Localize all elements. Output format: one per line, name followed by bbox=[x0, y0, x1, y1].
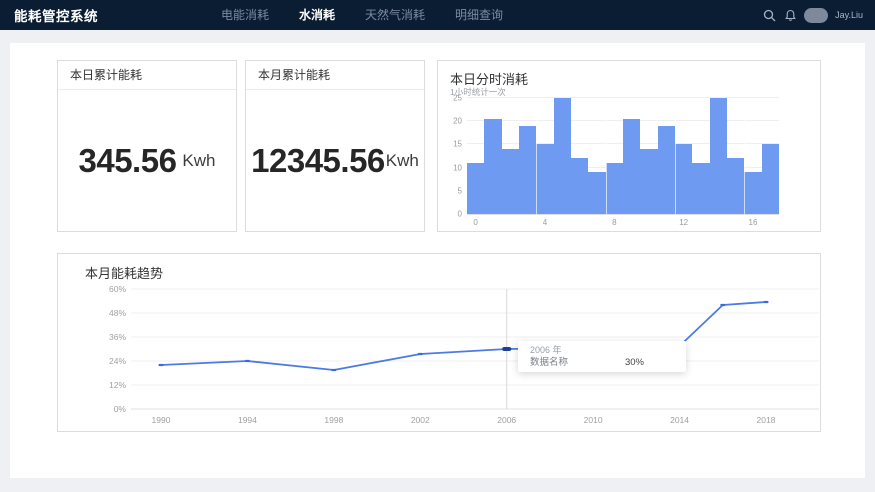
nav-item-detail-query[interactable]: 明细查询 bbox=[455, 8, 504, 22]
avatar[interactable] bbox=[804, 7, 829, 23]
trend-svg bbox=[131, 288, 819, 410]
bar[interactable] bbox=[605, 162, 623, 214]
today-energy-value-wrap: 345.56 Kwh bbox=[58, 90, 236, 232]
nav-menu: 电能消耗 水消耗 天然气消耗 明细查询 bbox=[206, 0, 518, 30]
hourly-bar-chart[interactable] bbox=[467, 97, 779, 215]
hourly-bars bbox=[467, 98, 779, 214]
search-icon[interactable] bbox=[762, 8, 776, 22]
chart-tooltip: 2006 年 数据名称 30% bbox=[518, 341, 686, 372]
bar[interactable] bbox=[761, 144, 779, 214]
hourly-chart-subtitle: 1小时统计一次 bbox=[450, 87, 506, 97]
hourly-ylabels: 0 5 10 15 20 25 bbox=[453, 93, 462, 219]
bar[interactable] bbox=[709, 98, 727, 214]
month-energy-unit: Kwh bbox=[385, 151, 419, 170]
bar[interactable] bbox=[622, 118, 641, 214]
app-title: 能耗管控系统 bbox=[14, 9, 98, 24]
hourly-consumption-card: 本日分时消耗 1小时统计一次 0 5 10 15 20 25 0 4 8 12 16 bbox=[437, 60, 821, 232]
tooltip-series-name: 数据名称 bbox=[530, 357, 569, 368]
month-energy-card: 本月累计能耗 12345.56 Kwh bbox=[245, 60, 425, 232]
bell-icon[interactable] bbox=[783, 8, 797, 22]
trend-xlabels: 1990 1994 1998 2002 2006 2010 2014 2018 bbox=[151, 415, 776, 425]
bar[interactable] bbox=[674, 144, 693, 214]
today-energy-card: 本日累计能耗 345.56 Kwh bbox=[57, 60, 237, 232]
content-container: 本日累计能耗 345.56 Kwh 本月累计能耗 12345.56 Kwh 本日… bbox=[10, 43, 865, 478]
tooltip-year: 2006 年 bbox=[530, 345, 562, 355]
month-energy-card-title: 本月累计能耗 bbox=[246, 61, 424, 90]
bar[interactable] bbox=[518, 125, 537, 214]
trend-chart-title: 本月能耗趋势 bbox=[85, 266, 164, 281]
today-energy-value: 345.56 bbox=[78, 142, 177, 179]
bar[interactable] bbox=[692, 162, 710, 214]
month-energy-value: 12345.56 bbox=[251, 142, 385, 179]
bar[interactable] bbox=[536, 144, 554, 214]
month-energy-value-wrap: 12345.56 Kwh bbox=[246, 90, 424, 232]
bar[interactable] bbox=[726, 158, 745, 214]
bar[interactable] bbox=[501, 149, 519, 214]
navbar-right: Jay.Liu bbox=[762, 7, 863, 23]
nav-item-water[interactable]: 水消耗 bbox=[299, 8, 336, 22]
today-energy-card-title: 本日累计能耗 bbox=[58, 61, 236, 90]
trend-ylabels: 0% 12% 24% 36% 48% 60% bbox=[108, 284, 126, 414]
bar[interactable] bbox=[588, 172, 606, 214]
bar[interactable] bbox=[570, 158, 589, 214]
bar[interactable] bbox=[553, 98, 571, 214]
bar[interactable] bbox=[467, 162, 485, 214]
tooltip-value: 30% bbox=[624, 357, 644, 368]
today-energy-unit: Kwh bbox=[182, 151, 216, 170]
trend-card: 本月能耗趋势 0% 12% 24% 36% 48% 60% 1990 1994 1998 200… bbox=[57, 253, 821, 432]
hourly-chart-title: 本日分时消耗 bbox=[450, 72, 529, 87]
hourly-xlabels: 0 4 8 12 16 bbox=[473, 218, 758, 227]
bar[interactable] bbox=[744, 172, 762, 214]
username: Jay.Liu bbox=[835, 10, 863, 20]
bar[interactable] bbox=[657, 125, 675, 214]
bar[interactable] bbox=[640, 149, 658, 214]
nav-item-electric[interactable]: 电能消耗 bbox=[221, 8, 270, 22]
nav-item-gas[interactable]: 天然气消耗 bbox=[365, 8, 426, 22]
bar[interactable] bbox=[484, 118, 502, 214]
trend-line-chart[interactable] bbox=[131, 288, 819, 410]
navbar: 能耗管控系统 电能消耗 水消耗 天然气消耗 明细查询 Jay.Liu bbox=[0, 0, 875, 30]
